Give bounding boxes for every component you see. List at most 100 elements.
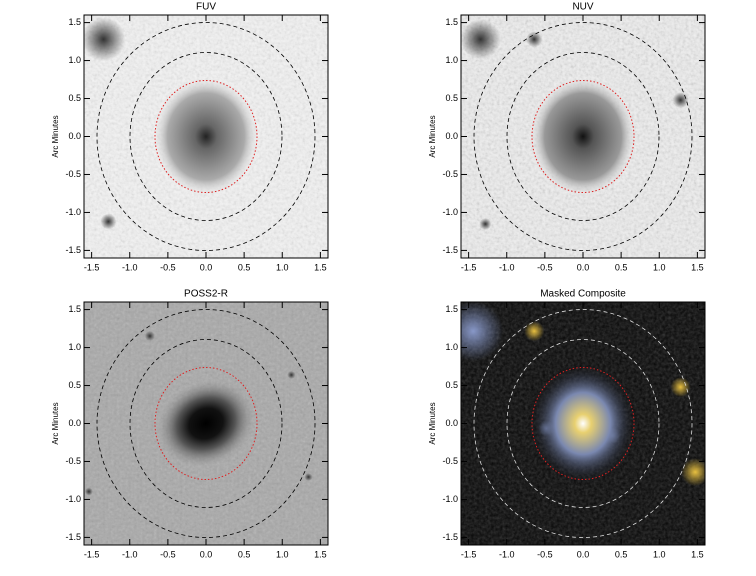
sky-image: [461, 302, 705, 545]
x-tick-label: 0.0: [577, 262, 590, 272]
x-tick-label: -1.5: [461, 549, 477, 559]
sky-image: [84, 302, 328, 545]
source: [524, 321, 545, 342]
y-tick-label: 1.5: [445, 304, 458, 314]
panel-title: NUV: [572, 2, 593, 13]
x-tick-label: 1.5: [314, 262, 327, 272]
x-tick-label: 1.5: [314, 549, 327, 559]
y-tick-label: 1.5: [68, 304, 81, 314]
source: [144, 331, 155, 342]
x-tick-label: 1.0: [276, 262, 289, 272]
x-tick-label: 0.0: [200, 262, 213, 272]
x-tick-label: -1.5: [84, 262, 100, 272]
y-tick-label: 0.5: [68, 93, 81, 103]
inner-aperture: [129, 52, 283, 221]
galaxy: [151, 74, 261, 199]
y-tick-label: 0.5: [445, 380, 458, 390]
x-tick-label: 0.5: [238, 262, 251, 272]
y-tick-label: 1.0: [68, 55, 81, 65]
y-tick-label: 0.0: [68, 131, 81, 141]
source: [670, 377, 691, 398]
x-tick-label: 1.5: [691, 549, 704, 559]
source: [672, 92, 689, 109]
x-tick-label: 1.0: [276, 549, 289, 559]
panel-title: FUV: [196, 2, 216, 13]
y-axis-label: Arc Minutes: [428, 115, 437, 157]
x-tick-label: 0.5: [238, 549, 251, 559]
y-tick-label: 1.5: [68, 17, 81, 27]
galaxy-aperture: [531, 80, 635, 193]
x-tick-label: -0.5: [537, 262, 553, 272]
y-tick-label: 1.0: [445, 55, 458, 65]
source: [304, 472, 313, 481]
x-tick-label: -0.5: [537, 549, 553, 559]
y-axis-label: Arc Minutes: [51, 402, 60, 444]
source: [84, 17, 126, 62]
y-tick-label: 1.0: [445, 342, 458, 352]
panel: -1.5 -1.0 -0.5 0.0 0.5 1.0 1.5 -1.5 -1.0 -0.5 0.0 0…: [428, 2, 706, 272]
source: [461, 19, 501, 60]
outer-aperture: [96, 309, 316, 538]
y-tick-label: -1.0: [65, 494, 81, 504]
galaxy: [528, 361, 638, 486]
y-tick-label: 0.5: [445, 93, 458, 103]
y-tick-label: 1.0: [68, 342, 81, 352]
sky-image: [84, 15, 328, 258]
x-tick-label: -1.0: [499, 262, 515, 272]
x-tick-label: 1.0: [653, 549, 666, 559]
inner-aperture: [506, 339, 660, 508]
y-tick-label: -1.5: [442, 245, 458, 255]
source: [287, 370, 296, 379]
x-tick-label: -1.0: [499, 549, 515, 559]
galaxy-aperture: [154, 80, 258, 193]
y-axis-label: Arc Minutes: [51, 115, 60, 157]
outer-aperture: [96, 22, 316, 251]
x-tick-label: -0.5: [160, 549, 176, 559]
source: [479, 217, 492, 230]
inner-aperture: [506, 52, 660, 221]
y-tick-label: -0.5: [65, 169, 81, 179]
source: [100, 213, 117, 230]
sky-image: [461, 15, 705, 258]
y-tick-label: -0.5: [442, 456, 458, 466]
source: [84, 487, 93, 496]
panel-title: POSS2-R: [184, 289, 228, 300]
x-tick-label: 0.0: [577, 549, 590, 559]
panel-title: Masked Composite: [540, 289, 626, 300]
y-axis-label: Arc Minutes: [428, 402, 437, 444]
x-tick-label: 0.0: [200, 549, 213, 559]
y-tick-label: -1.5: [442, 532, 458, 542]
source: [461, 302, 504, 362]
y-tick-label: -1.5: [65, 532, 81, 542]
panel: -1.5 -1.0 -0.5 0.0 0.5 1.0 1.5 -1.5 -1.0 -0.5 0.0 0…: [51, 289, 329, 559]
galaxy-aperture: [531, 367, 635, 480]
x-tick-label: -1.5: [84, 549, 100, 559]
y-tick-label: -1.0: [442, 207, 458, 217]
x-tick-label: -1.5: [461, 262, 477, 272]
y-tick-label: 0.0: [445, 418, 458, 428]
y-tick-label: -1.0: [442, 494, 458, 504]
x-tick-label: -1.0: [122, 262, 138, 272]
x-tick-label: 0.5: [615, 262, 628, 272]
x-tick-label: -0.5: [160, 262, 176, 272]
x-tick-label: 1.5: [691, 262, 704, 272]
outer-aperture: [473, 22, 693, 251]
galaxy-aperture: [154, 367, 258, 480]
y-tick-label: -0.5: [442, 169, 458, 179]
y-tick-label: -1.5: [65, 245, 81, 255]
panel: -1.5 -1.0 -0.5 0.0 0.5 1.0 1.5 -1.5 -1.0 -0.5 0.0 0…: [51, 2, 329, 272]
x-tick-label: 0.5: [615, 549, 628, 559]
x-tick-label: 1.0: [653, 262, 666, 272]
source: [681, 458, 705, 487]
x-tick-label: -1.0: [122, 549, 138, 559]
y-tick-label: 0.0: [68, 418, 81, 428]
y-tick-label: -1.0: [65, 207, 81, 217]
y-tick-label: 1.5: [445, 17, 458, 27]
galaxy: [157, 379, 255, 468]
y-tick-label: 0.5: [68, 380, 81, 390]
y-tick-label: -0.5: [65, 456, 81, 466]
galaxy: [528, 74, 638, 199]
inner-aperture: [129, 339, 283, 508]
y-tick-label: 0.0: [445, 131, 458, 141]
